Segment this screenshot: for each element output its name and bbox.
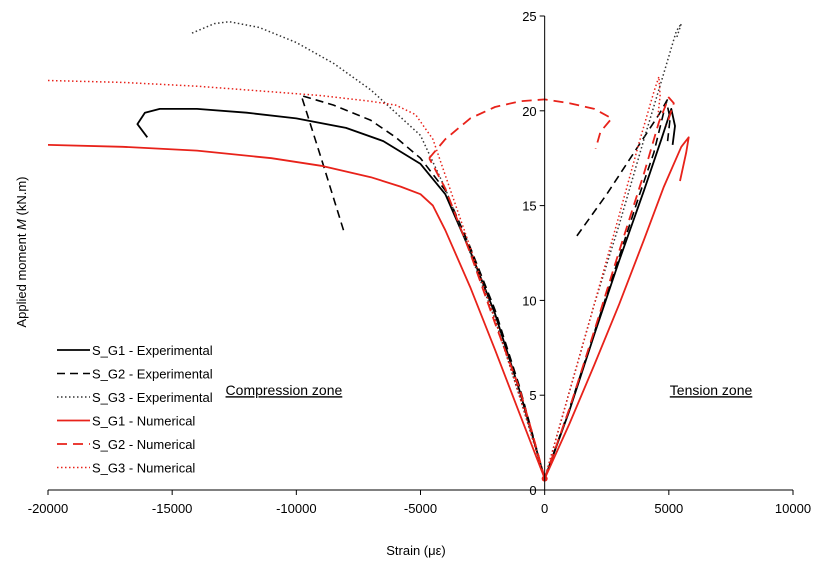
series-line xyxy=(300,94,546,479)
series-line xyxy=(543,75,661,479)
zone-annotation: Tension zone xyxy=(670,382,753,398)
series-line xyxy=(543,96,675,479)
series-line xyxy=(543,136,690,479)
x-tick-label: 5000 xyxy=(654,501,683,516)
y-tick-label: 20 xyxy=(522,104,536,119)
x-tick-label: -20000 xyxy=(28,501,68,516)
y-tick-label: 0 xyxy=(529,483,536,498)
legend-label: S_G1 - Numerical xyxy=(92,414,195,429)
tick-layer: -20000 -15000 -10000 -5000 0 5000 10000 0 5 10 15 2… xyxy=(28,9,811,516)
legend: S_G1 - Experimental S_G2 - Experimental S_… xyxy=(57,343,213,476)
series-line xyxy=(428,157,546,479)
x-axis-title: Strain (με) xyxy=(386,543,446,558)
x-tick-label: 10000 xyxy=(775,501,811,516)
legend-label: S_G2 - Numerical xyxy=(92,437,195,452)
zone-annotation: Compression zone xyxy=(226,382,343,398)
series-line xyxy=(543,100,671,479)
series-line xyxy=(191,20,546,479)
y-tick-label: 5 xyxy=(529,388,536,403)
y-tick-label: 25 xyxy=(522,9,536,24)
x-tick-label: -5000 xyxy=(404,501,437,516)
legend-label: S_G2 - Experimental xyxy=(92,367,213,382)
series-line xyxy=(428,98,613,159)
legend-label: S_G1 - Experimental xyxy=(92,343,213,358)
series-line xyxy=(136,108,546,479)
legend-label: S_G3 - Numerical xyxy=(92,461,195,476)
y-tick-label: 10 xyxy=(522,293,536,308)
annotation-layer: Compression zone Tension zone xyxy=(226,382,753,398)
y-axis-title: Applied moment M (kN.m) xyxy=(14,176,29,327)
x-tick-label: -15000 xyxy=(152,501,192,516)
series-layer xyxy=(47,20,690,482)
series-line xyxy=(47,144,546,479)
x-tick-label: -10000 xyxy=(276,501,316,516)
series-line xyxy=(543,22,683,479)
x-tick-label: 0 xyxy=(541,501,548,516)
legend-label: S_G3 - Experimental xyxy=(92,390,213,405)
y-tick-label: 15 xyxy=(522,199,536,214)
